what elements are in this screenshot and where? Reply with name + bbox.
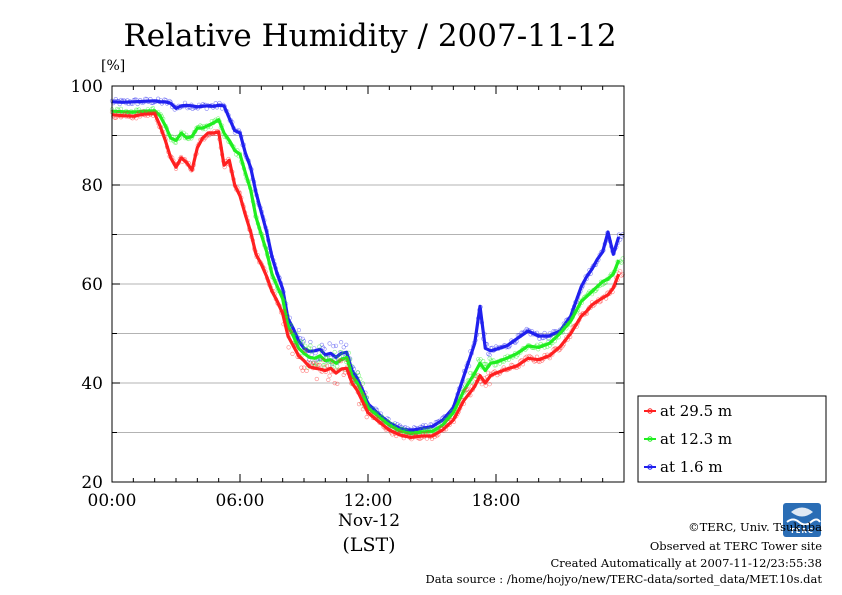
sample-point bbox=[286, 345, 291, 350]
sample-point bbox=[333, 343, 339, 348]
grid-lines bbox=[112, 135, 624, 433]
sample-point bbox=[298, 339, 303, 344]
sample-point bbox=[294, 331, 299, 336]
terc-logo: TERC bbox=[783, 503, 821, 537]
x-axis-tick-labels: 00:00 06:00 12:00 18:00 bbox=[88, 491, 521, 511]
footer-observed: Observed at TERC Tower site bbox=[650, 539, 822, 553]
sample-point bbox=[619, 260, 624, 265]
footer-source: Data source : /home/hojyo/new/TERC-data/… bbox=[425, 572, 822, 586]
x-tick-label: 00:00 bbox=[88, 491, 137, 511]
y-axis-tick-labels: 100 80 60 40 20 bbox=[71, 77, 103, 493]
x-tick-label: 18:00 bbox=[472, 491, 521, 511]
sample-point bbox=[331, 344, 336, 349]
sample-point bbox=[313, 362, 318, 367]
sample-point bbox=[327, 341, 332, 346]
sample-point bbox=[344, 342, 349, 347]
axis-ticks bbox=[111, 85, 625, 483]
sample-point bbox=[618, 269, 623, 274]
series-line bbox=[111, 109, 621, 436]
sample-point bbox=[464, 387, 469, 393]
legend-label: at 12.3 m bbox=[660, 430, 732, 448]
sample-point bbox=[362, 392, 367, 397]
sample-point bbox=[339, 340, 344, 345]
sample-point bbox=[341, 351, 346, 356]
sample-point bbox=[487, 382, 492, 387]
sample-point bbox=[327, 373, 332, 378]
y-tick-label: 100 bbox=[71, 77, 103, 97]
series-layer bbox=[109, 96, 625, 442]
y-tick-label: 20 bbox=[81, 473, 103, 493]
terc-logo-text: TERC bbox=[790, 527, 814, 535]
series-at-29-5-m bbox=[109, 109, 625, 442]
sample-point bbox=[322, 347, 327, 352]
sample-point bbox=[317, 362, 322, 368]
sample-point bbox=[341, 372, 346, 378]
sample-point bbox=[303, 343, 308, 348]
y-tick-label: 60 bbox=[81, 275, 103, 295]
legend-marker bbox=[647, 436, 653, 442]
sample-point bbox=[308, 343, 313, 348]
sample-point bbox=[319, 350, 325, 355]
legend-marker bbox=[647, 408, 653, 414]
sample-point bbox=[300, 340, 305, 345]
sample-point bbox=[326, 377, 331, 383]
sample-point bbox=[356, 402, 362, 407]
sample-point bbox=[335, 381, 340, 386]
sample-point bbox=[303, 348, 308, 354]
x-axis-date-label: Nov-12 bbox=[338, 511, 400, 531]
sample-point bbox=[321, 358, 326, 363]
x-tick-label: 12:00 bbox=[344, 491, 393, 511]
sample-point bbox=[482, 361, 487, 367]
y-tick-label: 40 bbox=[81, 374, 103, 394]
legend: at 29.5 m at 12.3 m at 1.6 m bbox=[637, 395, 827, 483]
series-line bbox=[111, 99, 621, 433]
sample-point bbox=[463, 389, 468, 394]
sample-point bbox=[333, 355, 339, 361]
y-tick-label: 80 bbox=[81, 176, 103, 196]
sample-point bbox=[486, 351, 491, 357]
sample-point bbox=[335, 364, 340, 369]
series-at-12-3-m bbox=[109, 105, 625, 438]
sample-point bbox=[324, 363, 330, 369]
footer-created: Created Automatically at 2007-11-12/23:5… bbox=[551, 556, 823, 570]
sample-point bbox=[364, 415, 369, 420]
sample-point bbox=[307, 345, 312, 350]
sample-point bbox=[358, 384, 363, 389]
chart-title: Relative Humidity / 2007-11-12 bbox=[123, 18, 616, 54]
x-tick-label: 06:00 bbox=[216, 491, 265, 511]
series-line bbox=[111, 112, 621, 439]
sample-point bbox=[296, 328, 302, 333]
legend-label: at 29.5 m bbox=[660, 402, 732, 420]
y-axis-unit-label: [%] bbox=[101, 58, 125, 74]
sample-point bbox=[341, 345, 346, 350]
legend-marker bbox=[647, 464, 653, 470]
legend-label: at 1.6 m bbox=[660, 458, 723, 476]
sample-point bbox=[358, 376, 363, 382]
sample-point bbox=[317, 344, 322, 349]
legend-box bbox=[637, 395, 827, 483]
sample-point bbox=[344, 357, 349, 362]
sample-point bbox=[332, 381, 337, 386]
sample-point bbox=[289, 329, 294, 334]
sample-point bbox=[301, 365, 307, 370]
sample-point bbox=[330, 359, 335, 364]
sample-point bbox=[486, 370, 491, 375]
plot-area bbox=[109, 85, 625, 483]
sample-point bbox=[356, 373, 362, 378]
sample-point bbox=[309, 349, 314, 354]
sample-point bbox=[290, 351, 295, 357]
sample-point bbox=[346, 350, 351, 356]
sample-point bbox=[468, 370, 473, 376]
footer-copyright: ©TERC, Univ. Tsukuba bbox=[688, 520, 822, 534]
x-axis-unit-label: (LST) bbox=[342, 534, 395, 556]
sample-point bbox=[360, 381, 366, 386]
sample-point bbox=[314, 376, 319, 382]
sample-point bbox=[322, 363, 327, 368]
sample-point bbox=[465, 386, 470, 392]
sample-point bbox=[339, 359, 344, 364]
sample-point bbox=[304, 368, 309, 374]
sample-point bbox=[332, 349, 337, 355]
